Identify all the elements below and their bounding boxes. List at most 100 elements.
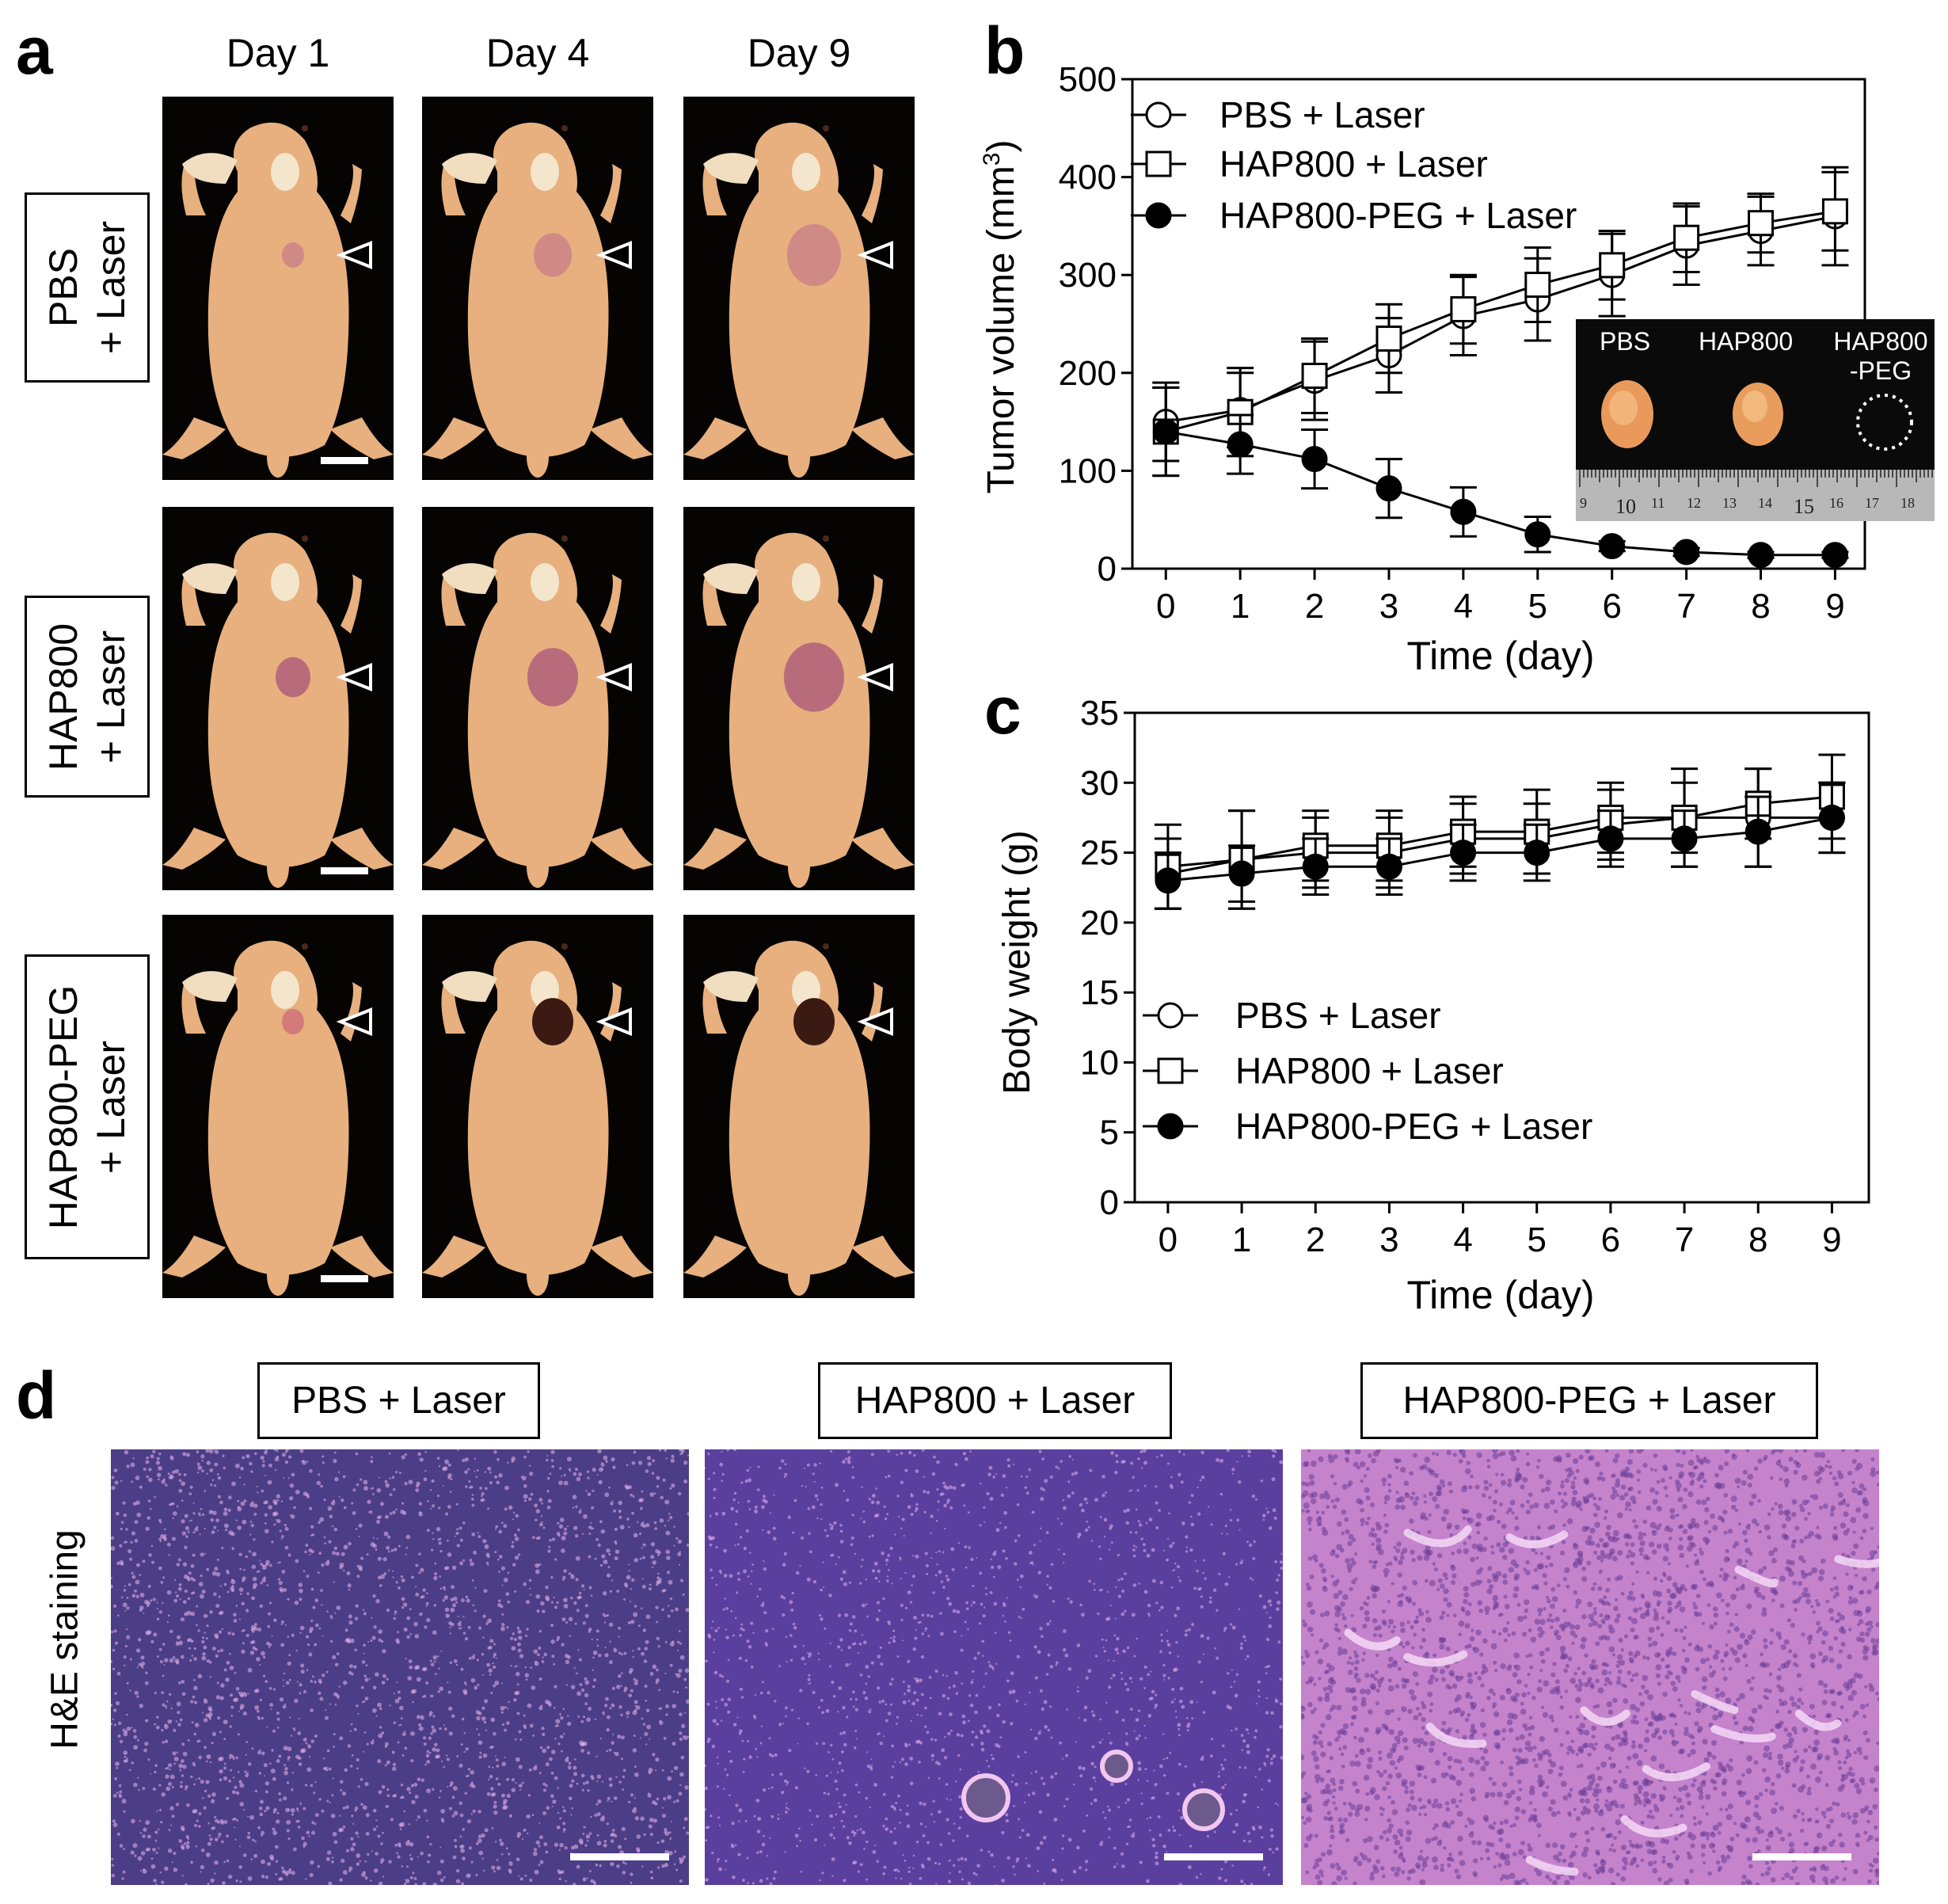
ruler-number: 17 [1865, 495, 1879, 511]
excised-tumor-inset: PBS HAP800 HAP800 -PEG 9 10 11 12 13 14 15 16 17… [1576, 319, 1935, 521]
legend-label: HAP800-PEG + Laser [1219, 195, 1577, 236]
ruler-number: 10 [1615, 495, 1636, 518]
data-point [1524, 840, 1550, 866]
data-point [1748, 542, 1775, 569]
x-tick-label: 0 [1159, 1220, 1178, 1259]
x-tick-label: 6 [1602, 587, 1621, 626]
x-tick-label: 3 [1379, 1220, 1398, 1259]
row-label-pbs: PBS + Laser [25, 192, 150, 383]
x-tick-label: 2 [1305, 587, 1324, 626]
data-point [1671, 825, 1698, 852]
x-tick-label: 4 [1453, 1220, 1472, 1259]
y-axis-label: Body weight (g) [996, 830, 1038, 1095]
row-label-hap800: HAP800 + Laser [25, 596, 150, 798]
ruler [1576, 470, 1935, 521]
y-tick-label: 10 [1080, 1043, 1119, 1082]
x-tick-label: 7 [1676, 587, 1695, 626]
series-circle-filled [1154, 781, 1846, 910]
data-point [1375, 326, 1402, 352]
panel-label-b: b [984, 13, 1025, 88]
y-tick-label: 300 [1059, 256, 1117, 295]
ruler-number: 16 [1829, 495, 1843, 511]
plot-frame [1133, 711, 1870, 1204]
x-tick-label: 5 [1528, 1220, 1547, 1259]
series-line [1167, 795, 1832, 868]
y-axis-label: Tumor volume (mm3) [979, 140, 1022, 494]
x-tick-label: 9 [1825, 587, 1844, 626]
series-circle-filled [1152, 386, 1849, 569]
series-line [1167, 816, 1832, 882]
ruler-number: 9 [1580, 495, 1587, 511]
x-axis-label: Time (day) [1406, 634, 1594, 678]
panel-label-c: c [984, 673, 1022, 748]
legend-entry: HAP800 + Laser [1131, 143, 1488, 185]
data-point [1228, 860, 1255, 887]
he-image-hap800-peg [1301, 1449, 1879, 1885]
data-point [1524, 521, 1551, 548]
scale-bar [1164, 1853, 1263, 1860]
x-tick-label: 9 [1822, 1220, 1841, 1259]
ruler-number: 15 [1794, 495, 1814, 518]
he-title-hap800-peg: HAP800-PEG + Laser [1360, 1362, 1818, 1439]
legend-label: HAP800 + Laser [1219, 143, 1488, 185]
data-point [1450, 295, 1477, 322]
y-tick-label: 20 [1080, 904, 1119, 942]
data-point [1748, 210, 1775, 237]
x-tick-label: 3 [1379, 587, 1398, 626]
series-line [1167, 816, 1832, 875]
ruler-number: 14 [1758, 495, 1772, 511]
data-point [1599, 252, 1626, 279]
legend-label: HAP800-PEG + Laser [1235, 1106, 1592, 1147]
mouse-photo-hap800-peg-day1 [162, 915, 394, 1298]
series-line [1166, 215, 1836, 424]
data-point [1450, 840, 1477, 866]
data-point [1227, 431, 1254, 458]
data-point [1155, 867, 1181, 894]
x-tick-label: 4 [1454, 587, 1473, 626]
data-point [1821, 542, 1848, 569]
data-point [1375, 475, 1402, 502]
data-point [1744, 818, 1771, 845]
mouse-photo-hap800-day9 [683, 507, 915, 890]
ruler-number: 11 [1651, 495, 1665, 511]
x-tick-label: 0 [1156, 587, 1175, 626]
x-tick-label: 1 [1231, 587, 1250, 626]
series-line [1166, 430, 1836, 557]
he-title-hap800: HAP800 + Laser [818, 1362, 1172, 1439]
data-point [1152, 418, 1179, 445]
legend-entry: HAP800-PEG + Laser [1143, 1106, 1592, 1147]
panel-label-d: d [16, 1358, 57, 1433]
y-tick-label: 5 [1100, 1114, 1119, 1152]
day-label-1: Day 1 [226, 31, 330, 75]
mouse-photo-pbs-day9 [683, 97, 915, 480]
x-tick-label: 2 [1306, 1220, 1325, 1259]
y-tick-label: 0 [1098, 550, 1117, 588]
mouse-photo-pbs-day1 [162, 97, 394, 480]
inset-label-pbs: PBS [1600, 327, 1651, 356]
mouse-photo-hap800-day1 [162, 507, 394, 890]
mouse-photo-hap800-peg-day9 [683, 915, 915, 1298]
inset-label-hap800-peg: HAP800 -PEG [1833, 327, 1928, 385]
data-point [1673, 224, 1700, 251]
x-tick-label: 7 [1675, 1220, 1694, 1259]
y-tick-label: 200 [1059, 354, 1117, 393]
ruler-number: 12 [1687, 495, 1701, 511]
y-tick-label: 30 [1080, 764, 1119, 802]
y-tick-label: 400 [1059, 158, 1117, 197]
he-image-pbs [111, 1449, 689, 1885]
he-image-hap800 [705, 1449, 1283, 1885]
y-tick-label: 35 [1080, 694, 1119, 733]
data-point [1375, 853, 1402, 880]
data-point [1599, 533, 1626, 560]
day-label-4: Day 4 [485, 31, 590, 75]
legend-entry: PBS + Laser [1143, 995, 1441, 1036]
legend-entry: HAP800 + Laser [1143, 1050, 1504, 1091]
x-tick-label: 8 [1748, 1220, 1767, 1259]
y-tick-label: 15 [1080, 973, 1119, 1012]
data-point [1301, 363, 1328, 390]
data-point [1302, 853, 1329, 880]
chart-body-weight: 0 5 10 15 20 25 30 35 0 1 2 3 4 5 6 7 8 9 Time (day) Body w… [996, 694, 1870, 1317]
series-line [1165, 210, 1836, 433]
mouse-photo-hap800-peg-day4 [422, 915, 653, 1298]
